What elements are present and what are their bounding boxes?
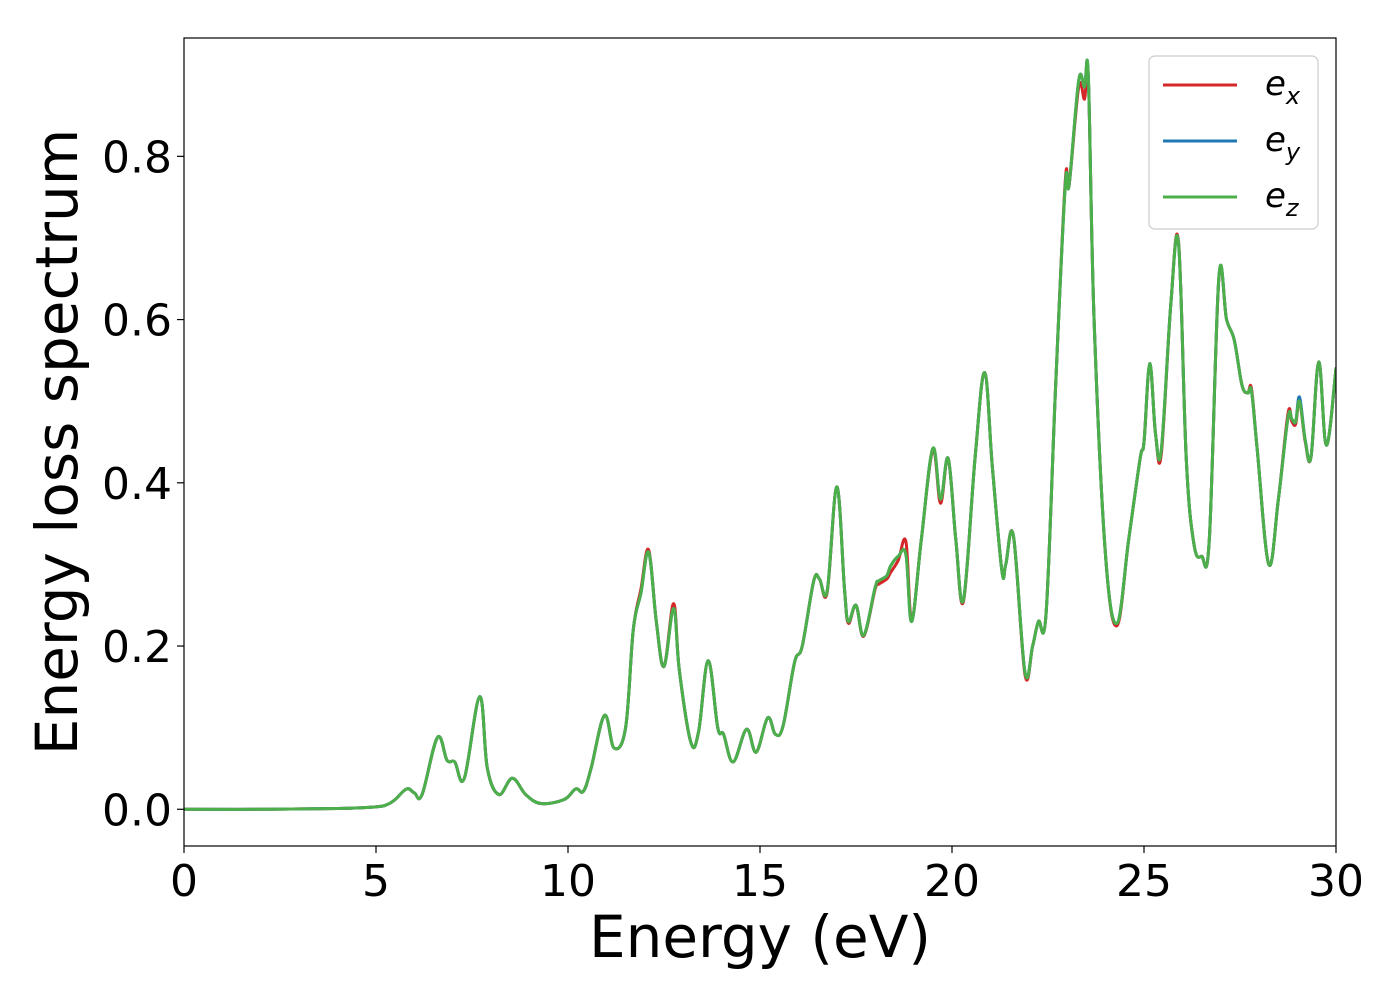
x-tick-label: 15 [732, 856, 788, 907]
y-tick-label: 0.0 [102, 785, 172, 836]
x-axis-label: Energy (eV) [589, 903, 931, 971]
legend-label-ey: ey [1265, 120, 1301, 166]
y-axis-label: Energy loss spectrum [23, 129, 91, 755]
legend-label-ez: ez [1265, 176, 1300, 222]
y-tick-label: 0.2 [102, 622, 172, 673]
x-axis-ticks: 0 5 10 15 20 25 30 [170, 846, 1364, 907]
series-layer [184, 58, 1336, 811]
legend: ex ey ez [1148, 55, 1319, 230]
x-tick-label: 20 [924, 856, 980, 907]
x-tick-label: 0 [170, 856, 198, 907]
y-tick-label: 0.6 [102, 296, 172, 347]
y-tick-label: 0.8 [102, 132, 172, 183]
x-tick-label: 10 [540, 856, 596, 907]
y-axis-ticks: 0.0 0.2 0.4 0.6 0.8 [102, 132, 184, 836]
x-tick-label: 25 [1116, 856, 1172, 907]
series-line-ez [184, 58, 1336, 811]
legend-label-ex: ex [1265, 64, 1301, 110]
x-tick-label: 5 [362, 856, 390, 907]
y-tick-label: 0.4 [102, 459, 172, 510]
x-tick-label: 30 [1308, 856, 1364, 907]
